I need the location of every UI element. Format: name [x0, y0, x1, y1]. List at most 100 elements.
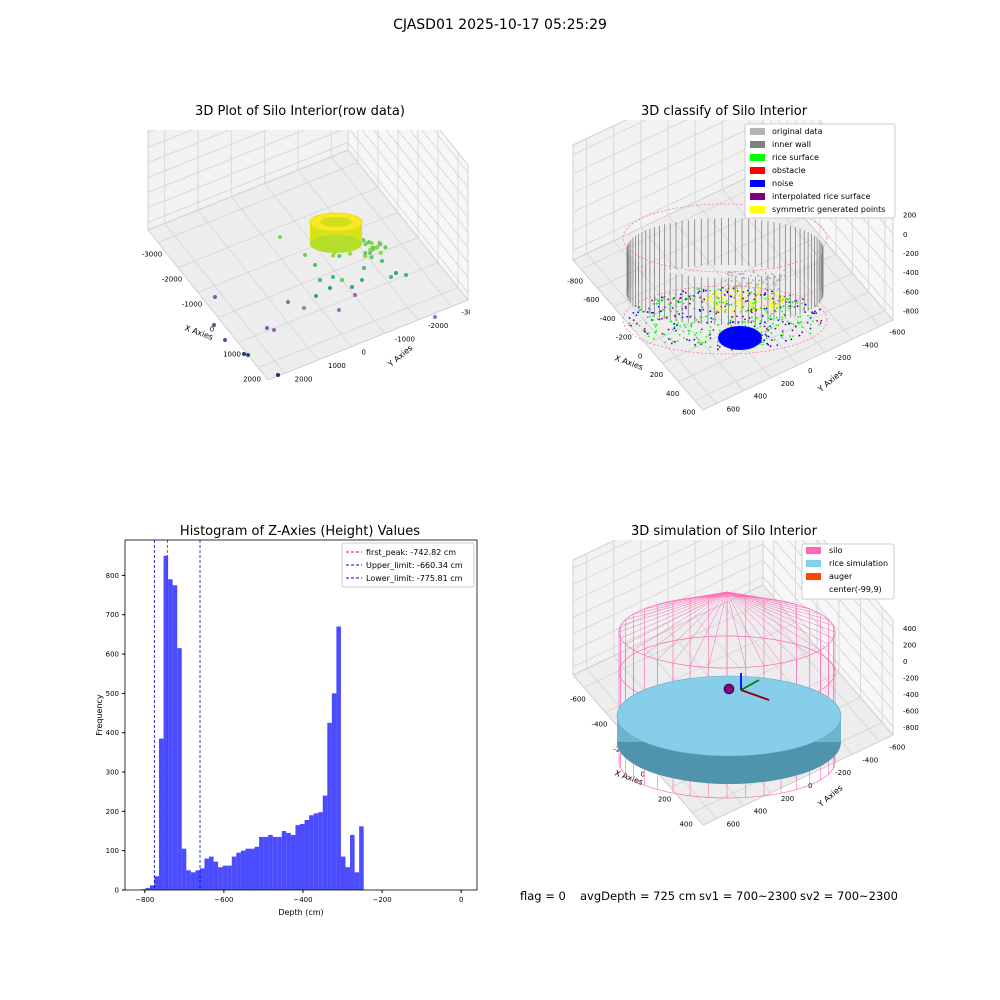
histogram-x-tick-label: −600 — [214, 896, 233, 904]
histogram-y-tick-label: 400 — [106, 729, 119, 737]
plot2-data-point — [730, 271, 733, 274]
plot2-data-point — [804, 303, 807, 306]
plot2-y-tick-label: 600 — [727, 406, 740, 414]
plot2-data-point — [743, 288, 746, 291]
plot2-data-point — [662, 308, 664, 311]
plot2-data-point — [646, 311, 649, 313]
plot2-data-point — [723, 301, 726, 304]
plot1-data-point — [368, 247, 373, 252]
histogram-bar — [340, 856, 346, 890]
plot2-data-point — [767, 326, 769, 329]
plot2-data-point — [652, 311, 655, 314]
plot2-data-point — [667, 298, 670, 301]
plot4-y-tick-label: 0 — [808, 782, 812, 790]
plot2-data-point — [788, 307, 791, 310]
plot2-data-point — [769, 296, 772, 299]
histogram-y-tick-label: 100 — [106, 847, 119, 855]
plot2-data-point — [731, 274, 734, 277]
plot2-data-point — [788, 335, 791, 338]
plot2-grid-y — [721, 188, 853, 340]
plot4-z-tick-label: -600 — [903, 707, 919, 715]
plot2-data-point — [762, 341, 764, 344]
plot2-y-tick-label: 0 — [808, 367, 812, 375]
plot1-rice-cluster — [309, 212, 363, 253]
plot2-data-point — [665, 317, 668, 319]
plot2-data-point — [802, 298, 804, 301]
plot2-data-point — [798, 334, 801, 337]
plot2-data-point — [765, 307, 768, 310]
plot2-data-point — [673, 297, 676, 299]
plot2-data-point — [716, 294, 719, 297]
plot2-data-point — [782, 295, 785, 298]
plot2-data-point — [737, 302, 740, 305]
plot2-data-point — [786, 298, 789, 301]
plot2-data-point — [769, 277, 772, 280]
plot2-data-point — [770, 312, 773, 315]
plot4-z-tick-label: 0 — [903, 658, 907, 666]
plot2-data-point — [774, 327, 777, 330]
plot2-data-point — [698, 287, 701, 290]
plot2-data-point — [701, 341, 704, 344]
plot2-data-point — [660, 296, 663, 299]
plot4-z-tick-label: 400 — [903, 625, 916, 633]
plot2-data-point — [643, 328, 646, 330]
plot1-data-point — [313, 263, 317, 267]
plot2-data-point — [667, 328, 670, 331]
plot2-data-point — [766, 342, 769, 345]
plot4-y-tick-label: 200 — [781, 795, 794, 803]
plot2-grid-z — [572, 121, 894, 273]
plot2-data-point — [765, 278, 768, 281]
plot2-data-point — [701, 306, 704, 309]
plot2-data-point — [684, 305, 687, 308]
plot2-data-point — [750, 316, 753, 319]
plot2-data-point — [771, 297, 774, 300]
status-sv1: sv1 = 700~2300 — [699, 889, 797, 903]
plot4-legend-label: rice simulation — [829, 559, 888, 568]
plot2-data-point — [670, 342, 673, 345]
plot2-data-point — [766, 329, 769, 332]
plot2-data-point — [738, 290, 741, 293]
plot2-data-point — [764, 272, 767, 275]
plot2-data-point — [708, 334, 710, 337]
plot2-data-point — [765, 283, 768, 286]
plot2-data-point — [774, 275, 777, 278]
plot2-data-point — [730, 303, 733, 306]
plot1-grid-z — [421, 130, 469, 188]
plot2-x-tick-label: -200 — [616, 334, 632, 342]
plot1-cluster-bottom — [310, 235, 362, 253]
plot2-data-point — [761, 334, 763, 337]
figure-title: CJASD01 2025-10-17 05:25:29 — [393, 17, 607, 33]
plot2-inner-wall — [626, 218, 824, 325]
plot2-data-point — [772, 322, 774, 325]
plot2-data-point — [769, 306, 772, 309]
plot2-legend-swatch — [750, 180, 765, 187]
plot2-data-point — [776, 279, 779, 282]
plot2-data-point — [709, 289, 711, 292]
plot2-data-point — [729, 321, 732, 324]
plot2-data-point — [718, 329, 721, 332]
histogram-bar — [227, 865, 232, 890]
plot2-data-point — [774, 302, 777, 305]
plot2-data-point — [777, 304, 780, 307]
plot2-data-point — [685, 307, 687, 310]
plot2-data-point — [645, 322, 648, 325]
plot2-data-point — [782, 331, 785, 334]
plot1-data-point — [337, 308, 341, 312]
plot2-data-point — [799, 315, 802, 318]
plot1-grid-x — [177, 187, 379, 268]
plot2-data-point — [777, 319, 780, 322]
plot2-data-point — [684, 291, 687, 294]
plot2-data-point — [655, 323, 658, 326]
plot4-silo-roof-line — [726, 591, 782, 664]
plot2-data-point — [752, 309, 755, 312]
plot4-z-tick-label: -400 — [903, 691, 919, 699]
plot2-data-point — [709, 304, 712, 307]
histogram-bar — [313, 813, 319, 890]
plot2-legend-swatch — [750, 193, 765, 200]
histogram-bar — [159, 738, 164, 890]
plot2-data-point — [801, 302, 804, 305]
plot2-data-point — [697, 338, 700, 341]
plot2-data-point — [744, 321, 746, 323]
plot2-data-point — [723, 293, 726, 296]
plot2-data-point — [727, 274, 730, 277]
